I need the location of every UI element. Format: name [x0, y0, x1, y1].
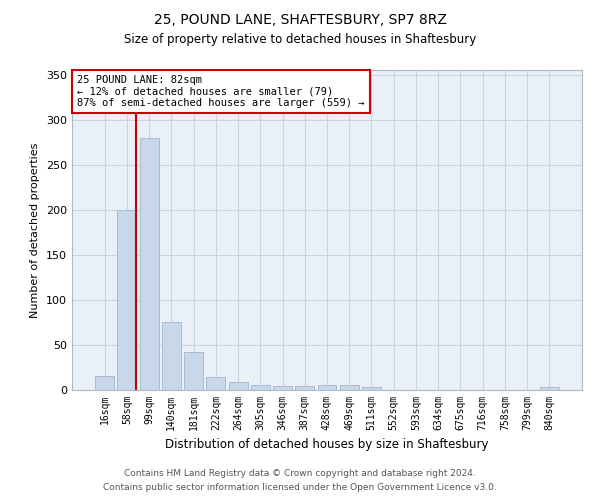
Bar	[362, 388, 381, 390]
Text: Contains public sector information licensed under the Open Government Licence v3: Contains public sector information licen…	[103, 484, 497, 492]
Bar	[118, 210, 136, 390]
Bar	[295, 386, 314, 390]
Text: 25, POUND LANE, SHAFTESBURY, SP7 8RZ: 25, POUND LANE, SHAFTESBURY, SP7 8RZ	[154, 12, 446, 26]
Bar	[206, 378, 225, 390]
Bar	[140, 138, 158, 390]
Text: Size of property relative to detached houses in Shaftesbury: Size of property relative to detached ho…	[124, 32, 476, 46]
X-axis label: Distribution of detached houses by size in Shaftesbury: Distribution of detached houses by size …	[165, 438, 489, 452]
Bar	[251, 386, 270, 390]
Bar	[273, 386, 292, 390]
Bar	[317, 386, 337, 390]
Bar	[540, 388, 559, 390]
Bar	[340, 384, 359, 390]
Bar	[162, 322, 181, 390]
Y-axis label: Number of detached properties: Number of detached properties	[31, 142, 40, 318]
Text: Contains HM Land Registry data © Crown copyright and database right 2024.: Contains HM Land Registry data © Crown c…	[124, 468, 476, 477]
Bar	[184, 352, 203, 390]
Text: 25 POUND LANE: 82sqm
← 12% of detached houses are smaller (79)
87% of semi-detac: 25 POUND LANE: 82sqm ← 12% of detached h…	[77, 75, 365, 108]
Bar	[229, 382, 248, 390]
Bar	[95, 376, 114, 390]
